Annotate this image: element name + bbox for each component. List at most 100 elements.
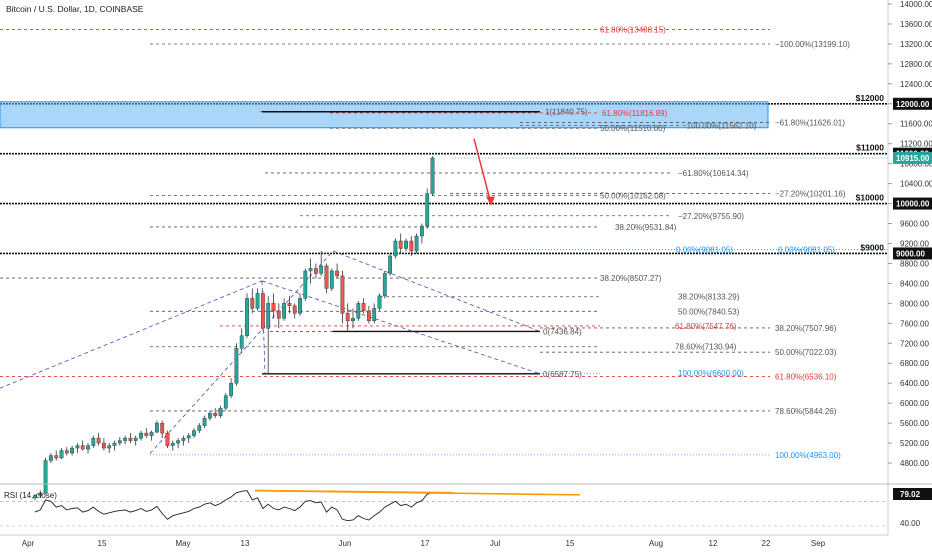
rsi-panel: 40.00 79.02 [0,483,932,528]
y-tick-label: 11600.00 [900,120,932,129]
candle-body [59,450,64,459]
candle-body [420,225,424,237]
y-tick-label: 8000.00 [900,299,929,308]
candle-body [245,298,249,336]
y-tick-label: 11200.00 [900,140,932,149]
x-tick-label: Jun [339,539,352,548]
candle-body [181,437,186,441]
candle-body [340,275,345,314]
x-tick-label: Jul [490,539,500,548]
key-level-price-box [893,197,932,210]
candle-body [234,348,239,384]
candles [33,156,435,501]
candle-body [133,437,138,441]
fib-level-label: −100.00%(13199.10) [775,40,850,49]
y-tick-label: 12800.00 [900,60,932,69]
candle-body [33,495,37,499]
x-tick-label: 13 [241,539,250,548]
candle-body [207,412,212,419]
key-level-label: $12000 [856,93,885,103]
time-axis: Apr 15 May 13 Jun 17 Jul 15 Aug 12 22 Sep [0,534,888,548]
candle-body [123,437,128,441]
fib-level-label: 0.00%(9081.05) [778,245,835,254]
x-tick-label: Apr [22,539,35,548]
key-level-label: $9000 [860,242,884,252]
y-tick-label: 9200.00 [900,239,929,248]
candle-body [282,303,286,319]
candle-body [218,407,223,416]
fib-level-label: 38.20%(8133.29) [678,293,740,302]
fib-level-label: −27.20%(9755.90) [678,212,744,221]
candle-body [80,445,85,450]
candle-body [239,335,244,349]
x-tick-label: 22 [762,539,771,548]
candle-body [324,265,329,289]
candle-body [367,310,371,322]
y-tick-label: 10800.00 [900,160,932,169]
candle-body [409,240,414,252]
fib-level-label: 50.00%(7022.03) [775,348,837,357]
fib-level-label: 50.00%(10162.08) [600,191,666,200]
candle-body [101,442,106,449]
y-tick-label: 8800.00 [900,259,929,268]
candle-body [186,435,191,439]
y-tick-label: 7600.00 [900,319,929,328]
fib-level-label: 100.00%(6600.00) [678,369,744,378]
key-level-price-box [893,247,932,260]
last-price-box [893,151,932,164]
key-level-price-box [893,97,932,110]
candle-body [54,455,59,459]
key-level-label: $10000 [856,193,885,203]
y-tick-label: 14000.00 [900,0,932,9]
y-tick-label: 13600.00 [900,20,932,29]
candle-body [128,437,133,441]
chart-title: Bitcoin / U.S. Dollar, 1D, COINBASE [6,4,144,14]
candle-body [154,422,159,433]
forecast-arrow-line [473,138,492,204]
candle-body [107,445,112,449]
fib-level-label: 38.20%(7507.96) [775,324,837,333]
y-tick-label: 5200.00 [900,439,929,448]
fib-levels: 61.80%(13488.15) −100.00%(13199.10) 1(1184… [0,26,888,460]
candle-body [298,298,302,314]
fib-level-label: −100.00%(11562.10) [682,122,757,131]
forecast-arrow-head [486,196,495,206]
fib-level-label: 100.00%(4963.00) [775,451,841,460]
fib-level-label: 50.00%(7840.53) [678,307,740,316]
x-tick-label: Sep [811,539,826,548]
y-tick-label: 9600.00 [900,220,929,229]
y-tick-label: 10400.00 [900,180,932,189]
fib-level-label: 61.80%(11816.89) [602,109,668,118]
resistance-zone-rect [0,101,769,129]
candle-body [86,445,90,450]
candle-body [319,265,324,274]
candle-body [64,450,69,454]
rsi-line [34,490,433,522]
candle-body [430,157,435,194]
fib-level-label: 61.80%(6536.10) [775,372,837,381]
y-tick-label: 6800.00 [900,359,929,368]
candle-body [351,318,355,322]
candle-body [404,240,408,249]
y-tick-label: 4800.00 [900,459,929,468]
candle-body [287,303,292,307]
candle-body [96,437,101,444]
candle-body [255,293,260,309]
fib-level-label: 0(7436.84) [543,327,582,336]
fib-level-label: −27.20%(10201.16) [775,190,846,199]
rsi-value-box [893,488,932,500]
trendline [332,250,541,332]
candle-body [160,422,165,434]
resistance-zone [0,101,769,129]
candle-body [271,303,276,312]
candle-body [382,273,387,297]
fib-level-label: 78.60%(7130.94) [675,343,737,352]
candle-body [38,492,43,496]
candle-body [314,268,318,274]
x-tick-label: May [175,539,190,548]
last-price-text: 10915.00 [896,154,930,163]
candle-body [361,303,366,312]
trendline [0,280,263,389]
rsi-label: RSI (14, close) [4,491,57,500]
